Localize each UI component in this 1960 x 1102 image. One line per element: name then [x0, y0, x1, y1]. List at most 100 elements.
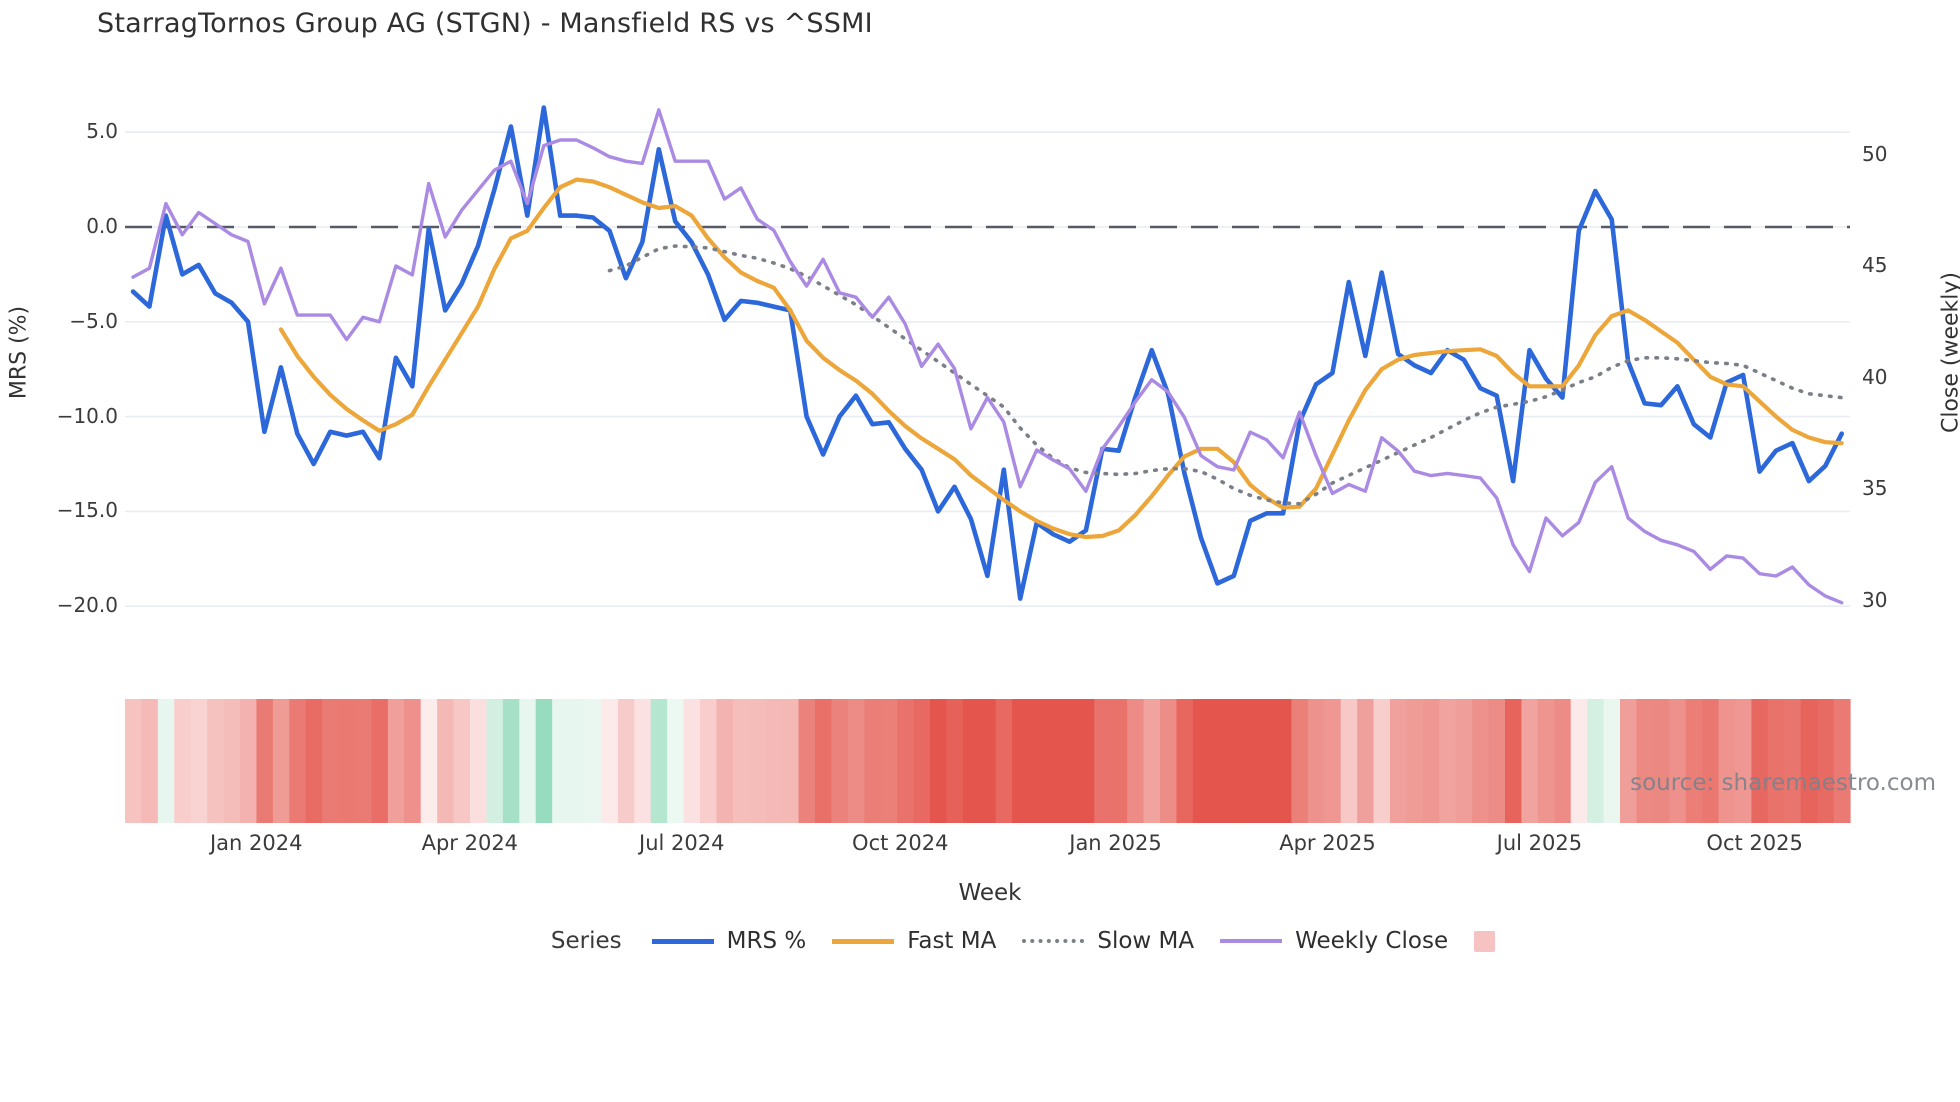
- heat-strip-cell: [1784, 699, 1802, 823]
- heat-strip-cell: [1143, 699, 1161, 823]
- heat-strip-cell: [995, 699, 1013, 823]
- series-line-mrs-: [130, 105, 1844, 601]
- heat-strip-cell: [847, 699, 865, 823]
- x-tick-label: Jul 2025: [1496, 831, 1583, 855]
- heat-strip-cell: [1077, 699, 1095, 823]
- heat-strip-cell: [1488, 699, 1506, 823]
- heat-strip-cell: [141, 699, 159, 823]
- heat-strip-cell: [453, 699, 471, 823]
- heat-strip-cell: [1258, 699, 1276, 823]
- heat-strip-cell: [880, 699, 898, 823]
- heat-strip-cell: [946, 699, 964, 823]
- heat-strip-cell: [519, 699, 537, 823]
- heatmap-swatch-icon: [1474, 930, 1496, 952]
- legend-item-label: MRS %: [726, 928, 807, 954]
- heat-strip-cell: [962, 699, 980, 823]
- heat-strip-cell: [404, 699, 422, 823]
- heat-strip-cell: [601, 699, 619, 823]
- heat-strip-cell: [1028, 699, 1046, 823]
- legend: Series MRS % Fast MA Slow MA Weekly Close: [0, 928, 1960, 954]
- heat-strip-cell: [535, 699, 553, 823]
- heat-strip-cell: [1702, 699, 1720, 823]
- heat-strip-cell: [617, 699, 635, 823]
- legend-item-label: Fast MA: [907, 928, 997, 954]
- y-right-tick-label: 35: [1862, 476, 1888, 500]
- heat-strip-cell: [864, 699, 882, 823]
- heat-strip-cell: [1505, 699, 1523, 823]
- heat-strip-cell: [798, 699, 816, 823]
- heat-strip-cell: [634, 699, 652, 823]
- legend-series-label: Series: [550, 928, 622, 954]
- y-left-tick-label: −15.0: [56, 498, 118, 523]
- legend-item-mrs-[interactable]: MRS %: [651, 928, 807, 954]
- heat-strip-cell: [700, 699, 718, 823]
- heat-strip-cell: [1340, 699, 1358, 823]
- heat-strip-cell: [650, 699, 668, 823]
- y-left-tick-label: −10.0: [56, 403, 118, 428]
- heat-strip-cell: [338, 699, 356, 823]
- heat-strip-cell: [1767, 699, 1785, 823]
- heat-strip-cell: [1422, 699, 1440, 823]
- heat-strip-cell: [1012, 699, 1030, 823]
- heat-strip-cell: [1751, 699, 1769, 823]
- heat-strip-cell: [1652, 699, 1670, 823]
- solid-blue-line-swatch-icon: [651, 938, 714, 944]
- heat-strip-cell: [716, 699, 734, 823]
- legend-item-slow-ma[interactable]: Slow MA: [1022, 928, 1194, 954]
- heat-strip-cell: [1521, 699, 1539, 823]
- heat-strip-cell: [765, 699, 783, 823]
- heat-strip-cell: [831, 699, 849, 823]
- heat-strip-cell: [552, 699, 570, 823]
- x-tick-label: Apr 2024: [421, 831, 519, 855]
- heat-strip-cell: [1406, 699, 1424, 823]
- legend-item-heatmap[interactable]: [1474, 930, 1496, 952]
- heat-strip-cell: [1390, 699, 1408, 823]
- heat-strip-cell: [272, 699, 290, 823]
- heat-strip-cell: [749, 699, 767, 823]
- heat-strip-cell: [322, 699, 340, 823]
- heat-strip-cell: [1554, 699, 1572, 823]
- x-tick-label: Jan 2025: [1069, 831, 1162, 855]
- heat-strip-cell: [223, 699, 241, 823]
- y-right-tick-label: 50: [1862, 141, 1888, 166]
- x-axis-title: Week: [958, 880, 1022, 906]
- heat-strip-cell: [470, 699, 488, 823]
- heat-strip-cell: [1127, 699, 1145, 823]
- y-left-tick-label: 0.0: [86, 214, 118, 238]
- heat-strip-cell: [1669, 699, 1687, 823]
- y-left-tick-label: −5.0: [69, 308, 118, 333]
- heat-strip-cell: [1537, 699, 1555, 823]
- y-right-tick-label: 45: [1862, 253, 1888, 277]
- heat-strip-cell: [1718, 699, 1736, 823]
- x-tick-label: Apr 2025: [1279, 831, 1376, 855]
- x-tick-label: Oct 2025: [1706, 831, 1803, 855]
- heat-strip-cell: [1307, 699, 1325, 823]
- heat-strip-cell: [371, 699, 389, 823]
- legend-item-label: Slow MA: [1097, 928, 1195, 954]
- heat-strip-cell: [1455, 699, 1473, 823]
- heat-strip-cell: [1620, 699, 1638, 823]
- heat-strip-cell: [256, 699, 274, 823]
- heat-strip-cell: [732, 699, 750, 823]
- heat-strip-cell: [1636, 699, 1654, 823]
- heat-strip-cell: [174, 699, 192, 823]
- heat-strip-cell: [207, 699, 225, 823]
- heat-strip-cell: [930, 699, 948, 823]
- x-tick-label: Jan 2024: [209, 831, 303, 855]
- heat-strip-cell: [305, 699, 323, 823]
- legend-item-weekly-close[interactable]: Weekly Close: [1220, 928, 1448, 954]
- x-tick-label: Jul 2024: [639, 831, 725, 855]
- y-axis-left-title: MRS (%): [6, 305, 32, 400]
- legend-item-label: Weekly Close: [1295, 928, 1449, 954]
- heat-strip-cell: [1209, 699, 1227, 823]
- heat-strip-cell: [437, 699, 455, 823]
- heat-strip-cell: [1439, 699, 1457, 823]
- heat-strip-cell: [979, 699, 997, 823]
- heat-strip-cell: [1242, 699, 1260, 823]
- heat-strip-cell: [585, 699, 603, 823]
- heat-strip-cell: [1587, 699, 1605, 823]
- heat-strip-cell: [1045, 699, 1063, 823]
- heat-strip-cell: [1094, 699, 1112, 823]
- legend-item-fast-ma[interactable]: Fast MA: [832, 928, 996, 954]
